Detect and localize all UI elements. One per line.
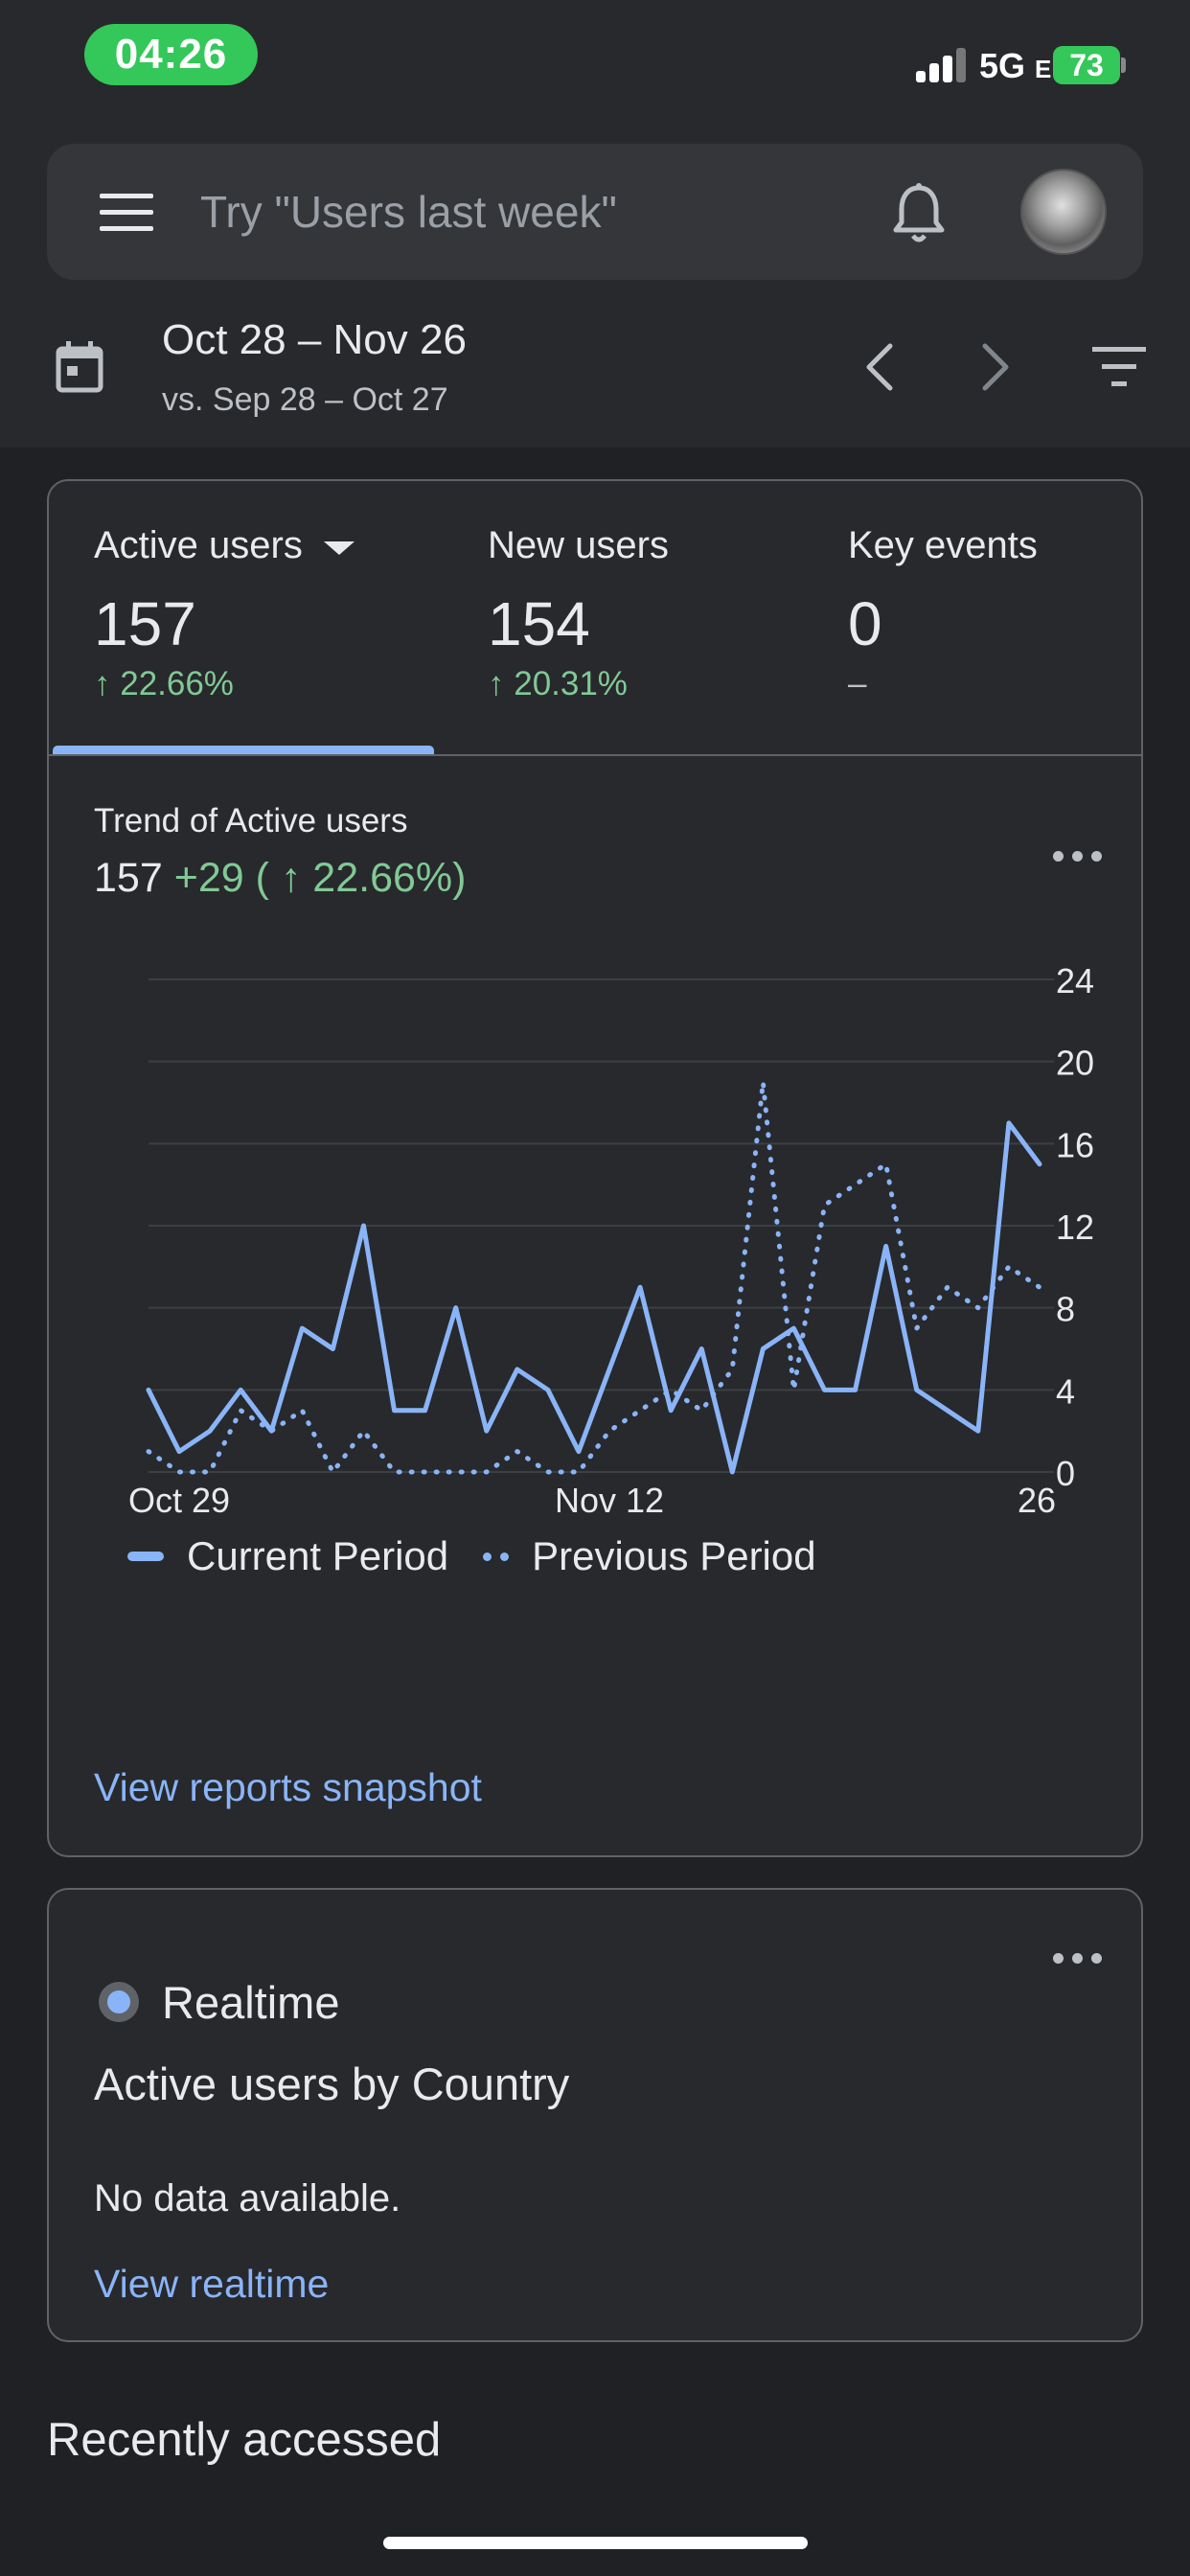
- y-tick-label: 4: [1056, 1371, 1075, 1411]
- battery-tip: [1121, 58, 1126, 73]
- y-tick-label: 0: [1056, 1454, 1075, 1493]
- search-bar: [47, 144, 1143, 280]
- dropdown-caret-icon[interactable]: [323, 540, 355, 555]
- divider: [49, 754, 1141, 756]
- view-reports-snapshot-link[interactable]: View reports snapshot: [94, 1765, 482, 1809]
- metric-value: 157: [94, 589, 196, 658]
- more-options-icon[interactable]: [1053, 1949, 1110, 1968]
- y-tick-label: 20: [1056, 1044, 1094, 1083]
- battery-indicator: 73: [1053, 46, 1120, 84]
- network-suffix: E: [1035, 55, 1052, 83]
- trend-change: +29 ( ↑ 22.66%): [173, 855, 467, 901]
- y-tick-label: 24: [1056, 961, 1094, 1000]
- trend-value: 157: [94, 855, 163, 901]
- chart-legend: Current Period Previous Period: [127, 1533, 816, 1579]
- no-data-message: No data available.: [94, 2177, 401, 2220]
- current-period-line: [146, 1120, 1042, 1475]
- legend-dotted-swatch: [483, 1552, 510, 1561]
- more-options-icon[interactable]: [1053, 847, 1110, 866]
- filter-icon[interactable]: [1092, 345, 1150, 389]
- date-range[interactable]: Oct 28 – Nov 26: [162, 316, 467, 363]
- chevron-right-icon[interactable]: [970, 340, 1018, 394]
- active-users-trend-chart: 0 4 8 12 16 20 24 Oct 29 Nov 12 26: [128, 961, 1094, 1520]
- realtime-dot-icon: [99, 1982, 139, 2022]
- metric-tab-key-events[interactable]: Key events 0 –: [848, 524, 1038, 703]
- metric-tab-new-users[interactable]: New users 154 ↑ 20.31%: [488, 524, 669, 703]
- bell-icon[interactable]: [890, 182, 948, 245]
- metric-label: Key events: [848, 524, 1038, 566]
- network-type: 5G E: [979, 46, 1051, 86]
- trend-title: Trend of Active users: [94, 802, 408, 840]
- x-tick-label: Nov 12: [555, 1481, 664, 1520]
- realtime-title: Realtime: [162, 1977, 340, 2028]
- hamburger-icon[interactable]: [100, 194, 153, 232]
- x-tick-label: 26: [1018, 1481, 1056, 1520]
- home-indicator: [383, 2537, 808, 2549]
- y-tick-label: 12: [1056, 1208, 1094, 1247]
- metric-delta: ↑ 22.66%: [94, 665, 234, 702]
- y-tick-label: 8: [1056, 1290, 1075, 1329]
- realtime-subtitle: Active users by Country: [94, 2058, 570, 2109]
- selected-tab-indicator: [53, 746, 434, 754]
- trend-summary: 157 +29 ( ↑ 22.66%): [94, 855, 466, 902]
- legend-solid-swatch: [127, 1552, 164, 1561]
- realtime-card: Realtime Active users by Country No data…: [47, 1888, 1143, 2342]
- view-realtime-link[interactable]: View realtime: [94, 2262, 330, 2306]
- y-tick-label: 16: [1056, 1125, 1094, 1164]
- recently-accessed-heading: Recently accessed: [47, 2414, 442, 2466]
- compare-range: vs. Sep 28 – Oct 27: [162, 381, 448, 418]
- legend-current: Current Period: [187, 1533, 449, 1578]
- metric-value: 0: [848, 589, 882, 658]
- metric-delta: –: [848, 665, 867, 702]
- metric-delta: ↑ 20.31%: [488, 665, 628, 702]
- metric-label: New users: [488, 524, 669, 566]
- calendar-icon[interactable]: [56, 341, 103, 393]
- search-input[interactable]: [200, 176, 871, 247]
- metric-value: 154: [488, 589, 590, 658]
- avatar[interactable]: [1020, 169, 1107, 255]
- x-tick-label: Oct 29: [128, 1481, 230, 1520]
- metric-label: Active users: [94, 524, 303, 566]
- legend-previous: Previous Period: [532, 1533, 816, 1578]
- status-time: 04:26: [84, 24, 258, 85]
- metrics-card: Active users 157 ↑ 22.66% New users 154 …: [47, 479, 1143, 1857]
- chevron-left-icon[interactable]: [858, 340, 905, 394]
- metric-tab-active-users[interactable]: Active users 157 ↑ 22.66%: [94, 524, 355, 703]
- cellular-signal-icon: [916, 48, 973, 82]
- network-label: 5G: [979, 46, 1026, 85]
